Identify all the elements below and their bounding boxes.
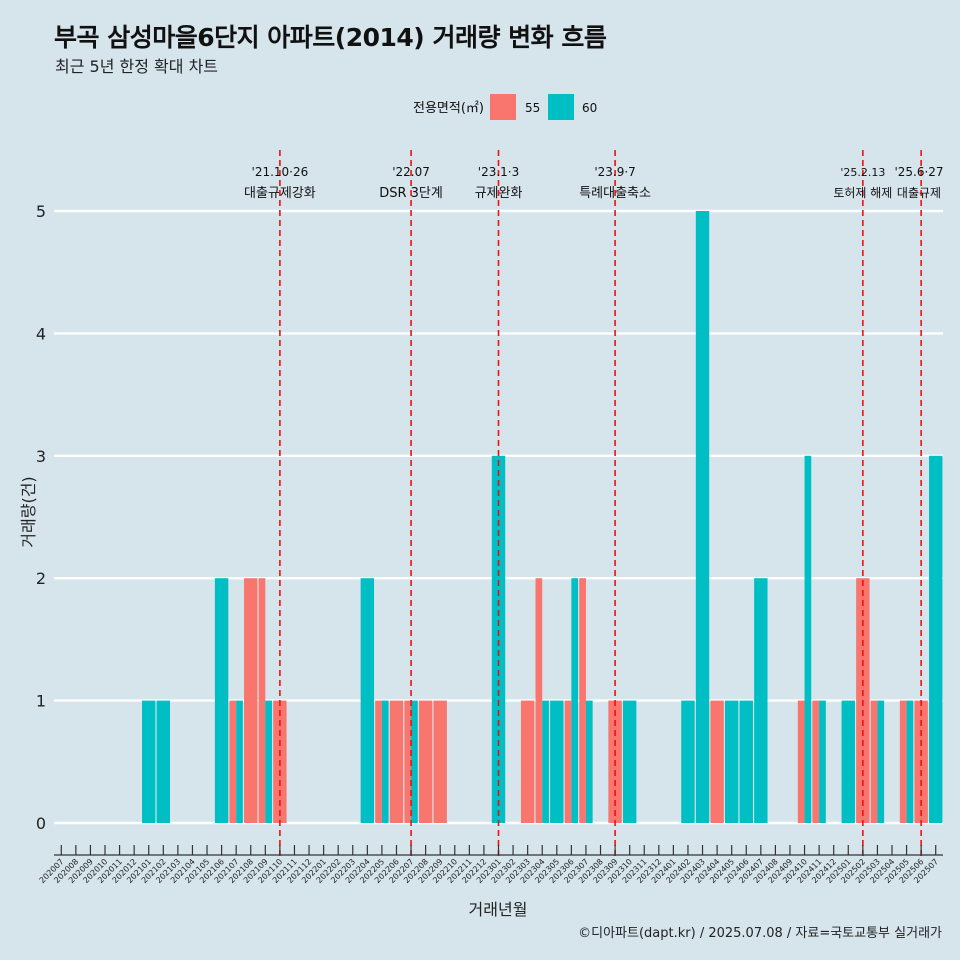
bar-202406-60 bbox=[739, 700, 753, 823]
bar-202108-55 bbox=[244, 578, 258, 823]
bar-202410-55 bbox=[797, 700, 805, 823]
bar-202501-60 bbox=[841, 700, 855, 823]
bar-202303-55 bbox=[520, 700, 535, 823]
bar-202109-55 bbox=[258, 578, 266, 823]
event-lines: '21.10·26 대출규제강화 '22.07 DSR 3단계 '23.1·3 규제완화 '… bbox=[244, 150, 944, 856]
bar-202305-60 bbox=[550, 700, 564, 823]
bar-202307-60 bbox=[585, 700, 593, 823]
bar-202205-55 bbox=[375, 700, 382, 823]
bar-202106-60 bbox=[214, 578, 229, 823]
bar-202402-60 bbox=[681, 700, 695, 823]
y-tick-label: 5 bbox=[36, 202, 46, 221]
bar-202102-60 bbox=[156, 700, 171, 823]
y-axis: 0 1 2 3 4 5 bbox=[36, 202, 46, 833]
bar-202204-60 bbox=[360, 578, 375, 823]
event-label: 대출규제 bbox=[897, 186, 941, 200]
event-date: '23.1·3 bbox=[478, 165, 519, 179]
event-date: '22.07 bbox=[392, 165, 430, 179]
legend-label-60: 60 bbox=[582, 101, 597, 115]
bar-202301-60 bbox=[491, 455, 506, 823]
bar-202209-55 bbox=[433, 700, 447, 823]
bar-202505-55 bbox=[899, 700, 907, 823]
bar-202109-60 bbox=[265, 700, 273, 823]
source-caption: ©디아파트(dapt.kr) / 2025.07.08 / 자료=국토교통부 실… bbox=[578, 926, 942, 941]
event-date: '25.6·27 bbox=[894, 165, 943, 179]
bar-202403-60 bbox=[695, 211, 710, 823]
bar-202101-60 bbox=[142, 700, 156, 823]
legend: 전용면적(㎡) 55 60 bbox=[413, 94, 597, 120]
y-tick-label: 4 bbox=[36, 324, 46, 343]
y-tick-label: 2 bbox=[36, 569, 46, 588]
bar-202206-55 bbox=[389, 700, 404, 823]
legend-swatch-55 bbox=[490, 94, 516, 120]
bar-202310-60 bbox=[622, 700, 637, 823]
legend-swatch-60 bbox=[548, 94, 574, 120]
x-axis: 2020072020082020092020102020112020122021… bbox=[38, 845, 943, 885]
bar-202304-60 bbox=[542, 700, 549, 823]
y-tick-label: 1 bbox=[36, 692, 46, 711]
bar-202503-60 bbox=[877, 700, 885, 823]
bar-202507-60 bbox=[929, 455, 943, 823]
event-label: 특례대출축소 bbox=[579, 186, 651, 201]
bar-202410-60 bbox=[804, 455, 812, 823]
bar-202307-55 bbox=[579, 578, 586, 823]
event-label: DSR 3단계 bbox=[379, 186, 443, 201]
legend-title: 전용면적(㎡) bbox=[413, 101, 484, 116]
bar-202207-55 bbox=[404, 700, 412, 823]
bar-202505-60 bbox=[906, 700, 914, 823]
bar-202411-60 bbox=[819, 700, 826, 823]
bar-202304-55 bbox=[535, 578, 543, 823]
bar-202407-60 bbox=[754, 578, 768, 823]
bar-202107-55 bbox=[229, 700, 237, 823]
y-axis-label: 거래량(건) bbox=[19, 476, 38, 547]
bar-202503-55 bbox=[870, 700, 878, 823]
y-tick-label: 0 bbox=[36, 814, 46, 833]
bars bbox=[142, 211, 943, 823]
legend-label-55: 55 bbox=[525, 101, 540, 115]
bar-202207-60 bbox=[411, 700, 418, 823]
chart-title: 부곡 삼성마을6단지 아파트(2014) 거래량 변화 흐름 bbox=[54, 23, 607, 52]
event-date: '25.2.13 bbox=[840, 166, 885, 179]
bar-202411-55 bbox=[812, 700, 820, 823]
x-axis-label: 거래년월 bbox=[469, 900, 528, 919]
event-label: 대출규제강화 bbox=[244, 186, 316, 201]
bar-202404-55 bbox=[710, 700, 724, 823]
bar-202306-60 bbox=[571, 578, 579, 823]
y-tick-label: 3 bbox=[36, 447, 46, 466]
bar-202107-60 bbox=[236, 700, 243, 823]
event-label: 규제완화 bbox=[475, 186, 523, 201]
bar-202208-55 bbox=[418, 700, 433, 823]
event-date: '23.9·7 bbox=[594, 165, 635, 179]
chart-subtitle: 최근 5년 한정 확대 차트 bbox=[55, 57, 219, 76]
bar-202205-60 bbox=[381, 700, 389, 823]
event-date: '21.10·26 bbox=[252, 165, 309, 179]
event-label: 토허제 해제 bbox=[833, 186, 892, 200]
bar-202306-55 bbox=[564, 700, 572, 823]
bar-202405-60 bbox=[724, 700, 739, 823]
